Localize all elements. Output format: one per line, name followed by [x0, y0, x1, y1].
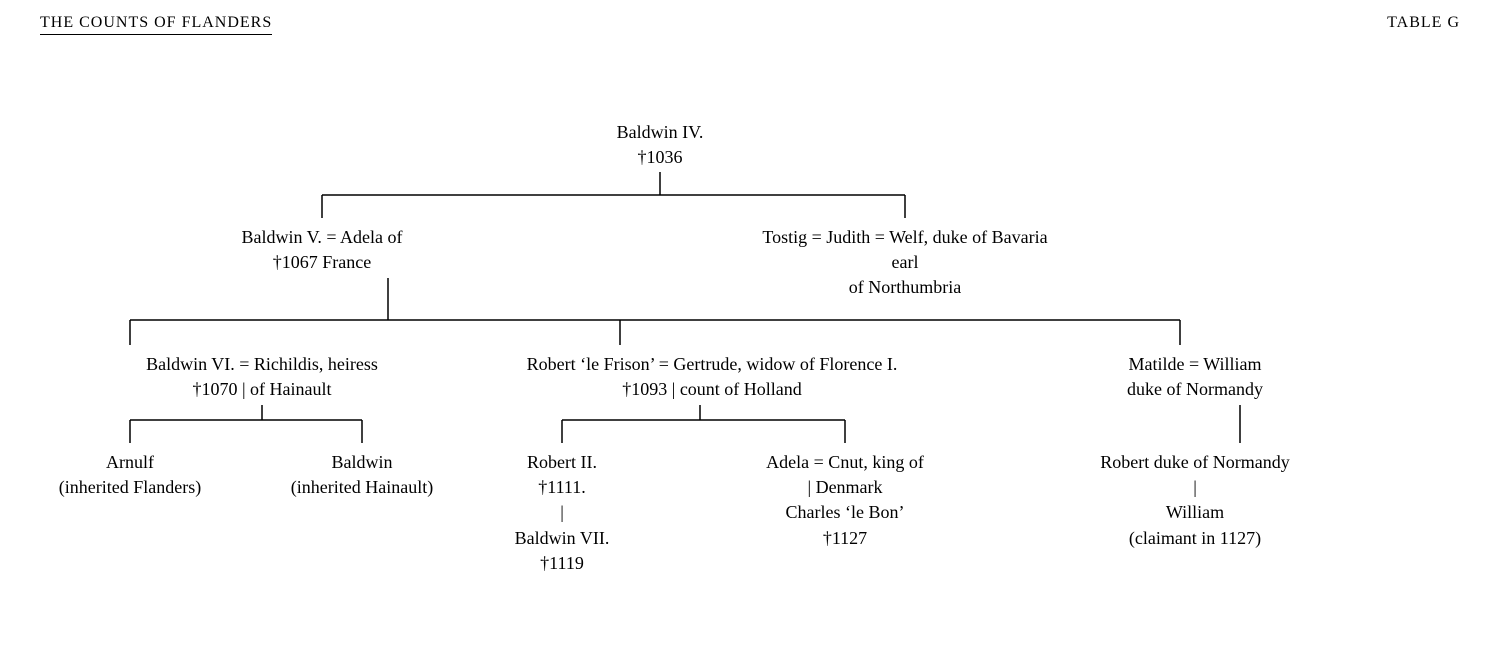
tree-node-matilde: Matilde = Williamduke of Normandy [1127, 352, 1263, 402]
page-title: THE COUNTS OF FLANDERS [40, 14, 272, 35]
tree-node-robert_n: Robert duke of Normandy|William(claimant… [1100, 450, 1289, 551]
table-label: TABLE G [1387, 14, 1460, 32]
tree-node-baldwin5: Baldwin V. = Adela of†1067 France [242, 225, 403, 275]
tree-node-adela: Adela = Cnut, king of| DenmarkCharles ‘l… [766, 450, 924, 551]
tree-node-robert1: Robert ‘le Frison’ = Gertrude, widow of … [527, 352, 898, 402]
tree-node-baldwin4: Baldwin IV.†1036 [617, 120, 704, 170]
tree-node-robert2: Robert II.†1111.|Baldwin VII.†1119 [515, 450, 610, 576]
tree-connectors [0, 0, 1500, 660]
tree-node-judith: Tostig = Judith = Welf, duke of Bavariae… [762, 225, 1047, 301]
tree-node-baldwin6: Baldwin VI. = Richildis, heiress†1070 | … [146, 352, 378, 402]
tree-node-baldwin_h: Baldwin(inherited Hainault) [291, 450, 433, 500]
tree-node-arnulf: Arnulf(inherited Flanders) [59, 450, 201, 500]
